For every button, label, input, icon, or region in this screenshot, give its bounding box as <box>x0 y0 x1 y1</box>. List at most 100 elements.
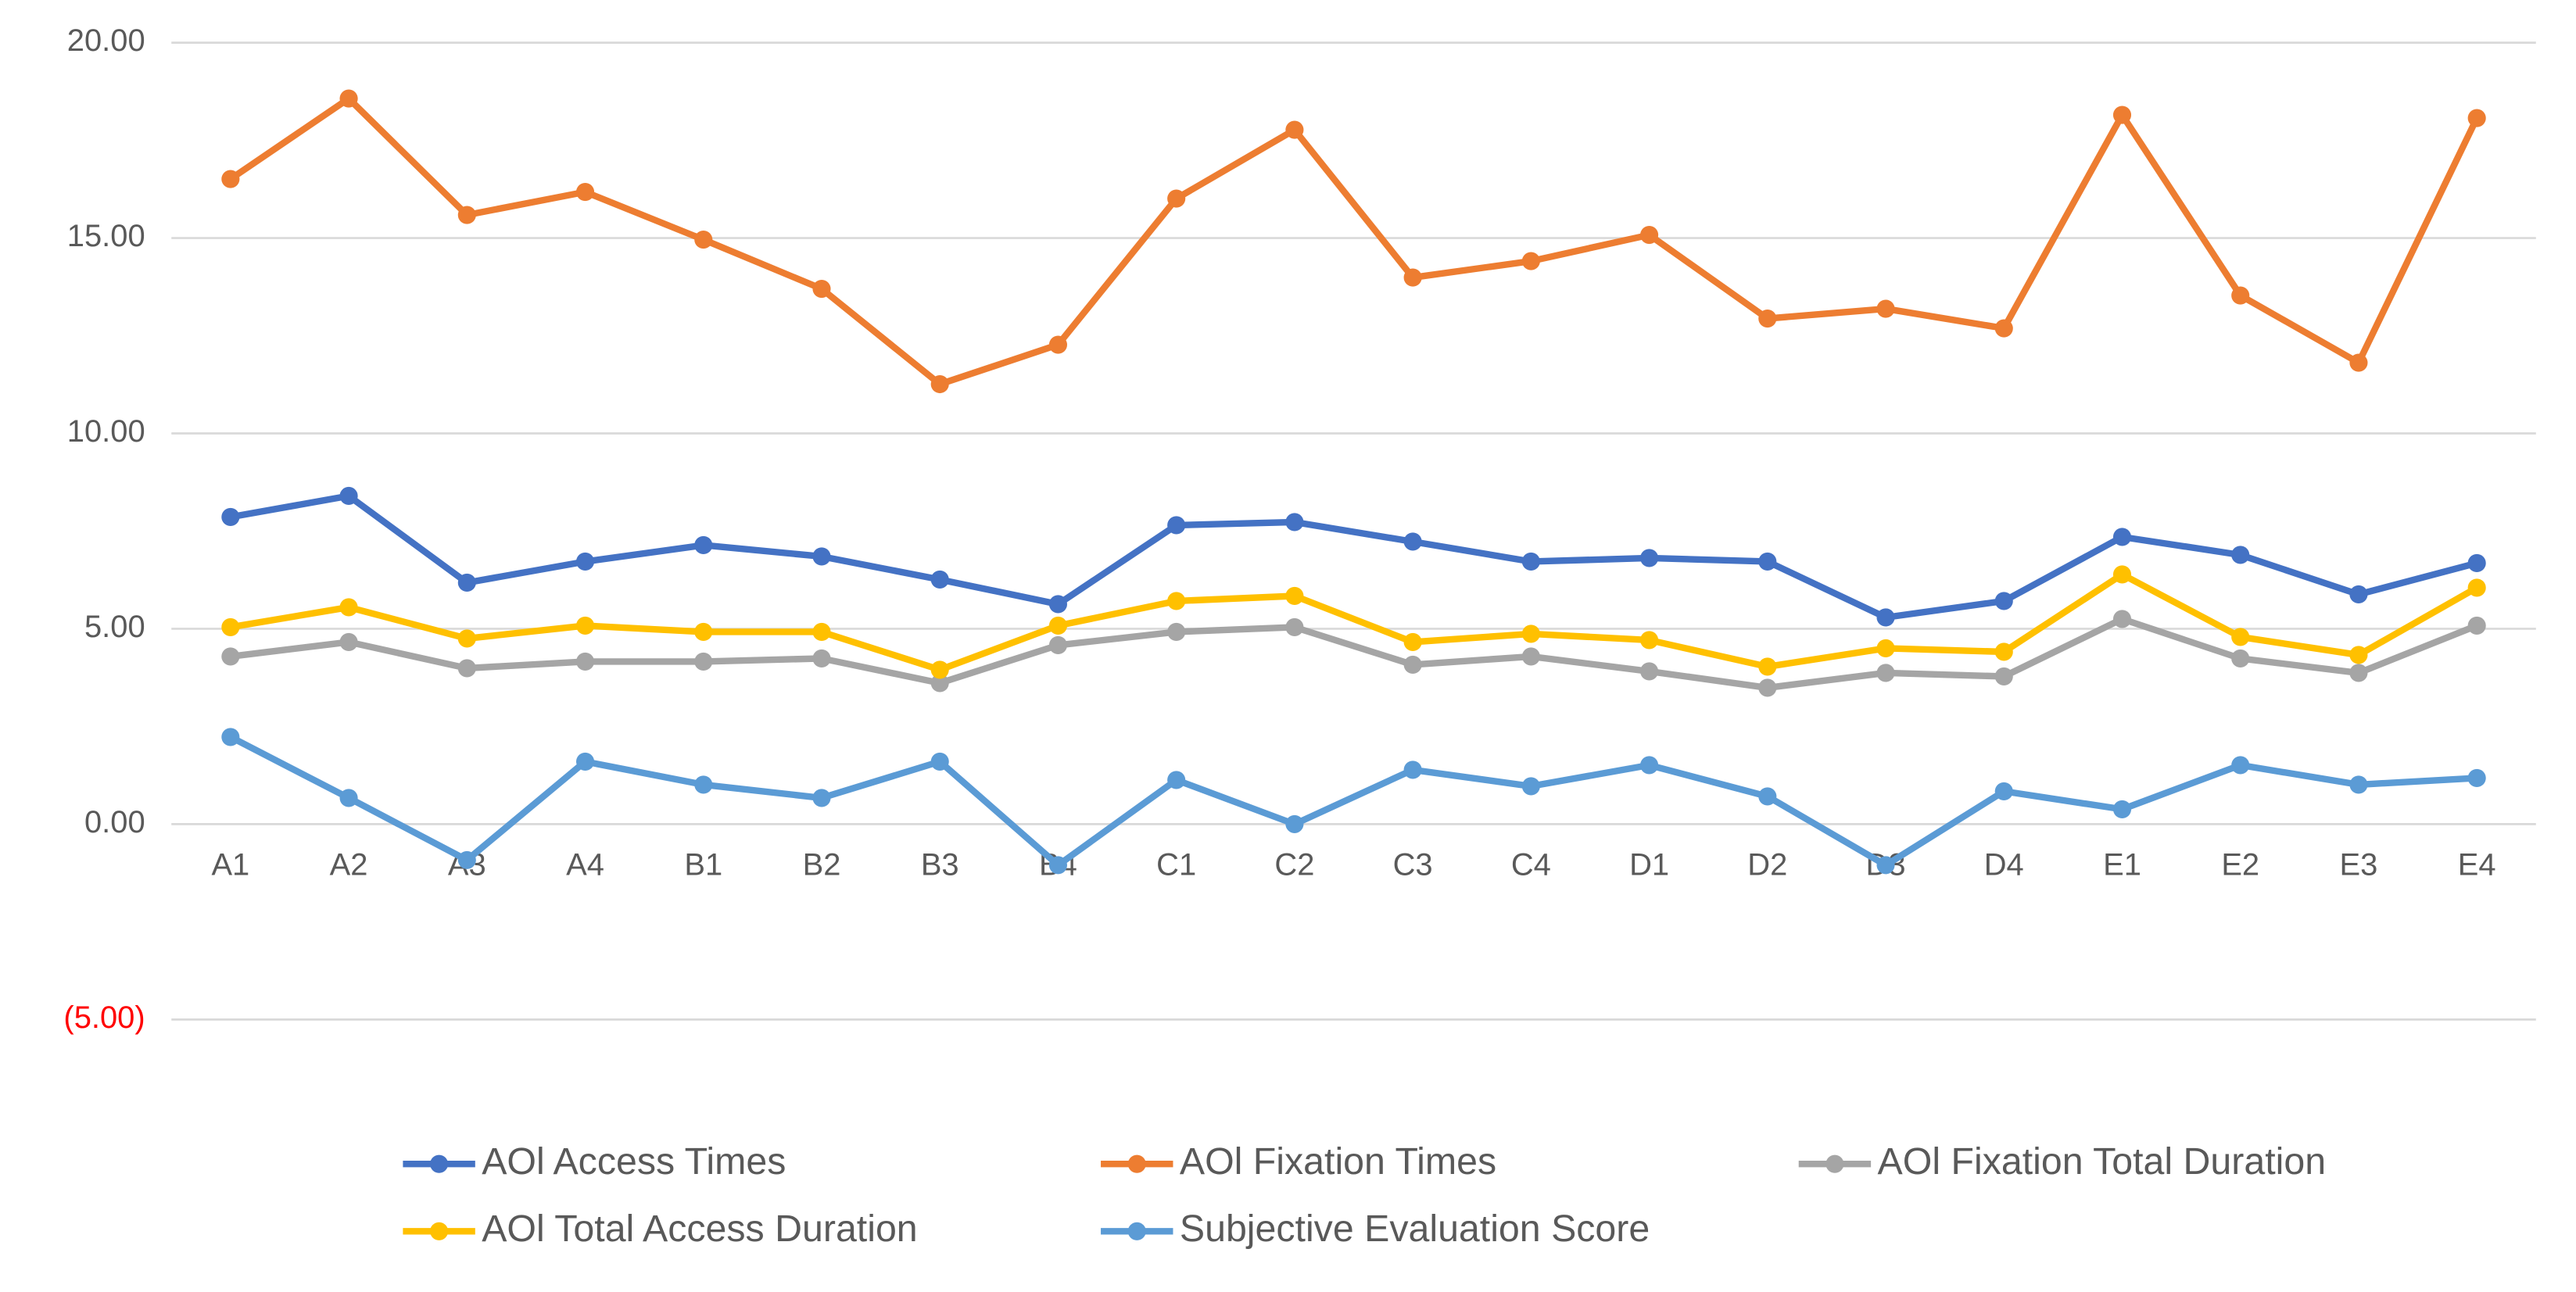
point <box>1640 226 1659 245</box>
x-tick-label: A4 <box>566 848 604 882</box>
x-tick-label: D2 <box>1747 848 1787 882</box>
x-tick-label: E4 <box>2458 848 2496 882</box>
point <box>1640 756 1659 775</box>
point <box>221 507 240 527</box>
legend-label: AOl Total Access Duration <box>482 1208 917 1250</box>
point <box>2112 610 2132 628</box>
point <box>1521 252 1540 270</box>
x-tick-label: C3 <box>1393 848 1433 882</box>
point <box>1876 856 1895 875</box>
point <box>2231 546 2250 564</box>
point <box>575 616 595 635</box>
point <box>1048 856 1067 875</box>
point <box>1994 592 2013 610</box>
point <box>694 622 713 641</box>
point <box>930 570 949 589</box>
point <box>339 789 358 807</box>
point <box>2112 565 2132 584</box>
x-tick-label: E2 <box>2221 848 2259 882</box>
legend-marker <box>1127 1154 1146 1173</box>
series-line <box>228 734 2477 869</box>
point <box>339 632 358 651</box>
legend-label: AOl Fixation Times <box>1180 1140 1496 1183</box>
point <box>457 206 476 224</box>
point <box>1758 678 1777 697</box>
point <box>1521 625 1540 643</box>
point <box>694 231 713 249</box>
point <box>1521 552 1540 571</box>
point <box>1876 608 1895 627</box>
x-tick-label: B2 <box>803 848 841 882</box>
point <box>694 535 713 555</box>
point <box>1048 635 1067 654</box>
point <box>1167 592 1186 610</box>
point <box>221 170 240 188</box>
point <box>812 279 831 299</box>
point <box>1048 335 1067 354</box>
point <box>2112 106 2132 124</box>
point <box>457 573 476 592</box>
point <box>1403 632 1422 651</box>
legend-marker <box>430 1154 449 1173</box>
point <box>2467 109 2486 127</box>
point <box>1048 616 1067 635</box>
point <box>1285 617 1304 636</box>
x-tick-label: B3 <box>921 848 959 882</box>
point <box>339 89 358 108</box>
point <box>1521 777 1540 796</box>
point <box>575 752 595 771</box>
point <box>2112 528 2132 546</box>
point <box>2231 286 2250 305</box>
point <box>575 552 595 571</box>
point <box>1285 586 1304 606</box>
x-tick-label: E3 <box>2340 848 2378 882</box>
point <box>2349 585 2368 604</box>
series-line <box>230 615 2478 692</box>
point <box>694 652 713 671</box>
point <box>694 775 713 794</box>
x-tick-label: C1 <box>1156 848 1196 882</box>
point <box>2349 353 2368 372</box>
point <box>930 752 949 771</box>
point <box>1640 549 1659 567</box>
point <box>1640 662 1659 681</box>
legend-marker <box>430 1222 449 1240</box>
point <box>1521 647 1540 666</box>
x-tick-label: A2 <box>330 848 368 882</box>
point <box>1167 622 1186 641</box>
legend-label: AOl Fixation Total Duration <box>1878 1140 2327 1183</box>
point <box>930 674 949 693</box>
point <box>1403 268 1422 287</box>
x-tick-label: E1 <box>2103 848 2141 882</box>
legend-marker <box>1825 1154 1844 1173</box>
point <box>1403 655 1422 674</box>
point <box>1167 771 1186 789</box>
point <box>2467 768 2486 787</box>
point <box>1640 631 1659 650</box>
point <box>2231 649 2250 667</box>
point <box>1994 782 2013 800</box>
point <box>1285 513 1304 531</box>
point <box>221 728 240 746</box>
point <box>812 649 831 667</box>
series-line <box>230 492 2478 621</box>
series-line <box>228 95 2480 388</box>
point <box>1403 761 1422 779</box>
point <box>1876 639 1895 657</box>
y-tick-label: 10.00 <box>67 414 145 449</box>
point <box>1048 595 1067 614</box>
point <box>457 629 476 648</box>
x-tick-label: A1 <box>211 848 249 882</box>
y-tick-label: 20.00 <box>67 23 145 58</box>
point <box>1994 667 2013 685</box>
y-tick-label: 0.00 <box>84 805 145 839</box>
point <box>2349 646 2368 664</box>
point <box>1285 814 1304 833</box>
x-tick-label: D1 <box>1629 848 1669 882</box>
x-tick-label: C2 <box>1274 848 1314 882</box>
point <box>221 617 240 636</box>
point <box>1167 516 1186 535</box>
x-tick-label: B1 <box>684 848 722 882</box>
point <box>2231 628 2250 646</box>
